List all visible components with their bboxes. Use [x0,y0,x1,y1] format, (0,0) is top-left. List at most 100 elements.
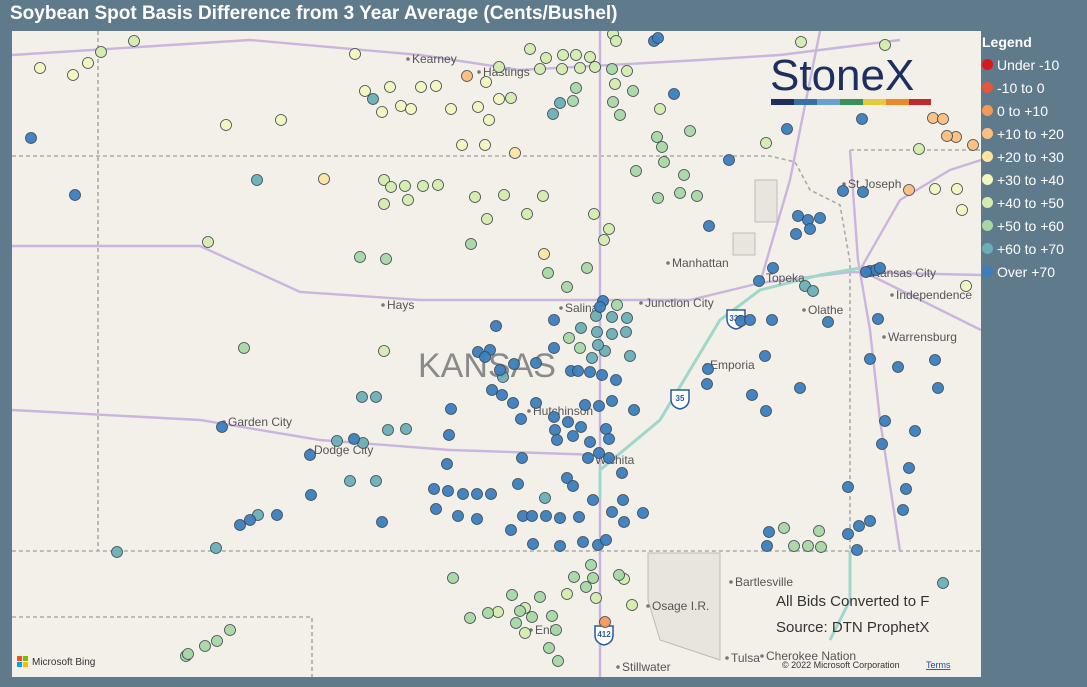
legend-label: Under -10 [997,56,1060,73]
bid-point [479,139,491,151]
bid-point [452,510,464,522]
bid-point [652,192,664,204]
bid-point [584,436,596,448]
bid-point [766,314,778,326]
bid-point [498,189,510,201]
legend-item[interactable]: +40 to +50 [982,188,1087,217]
legend-item[interactable]: 0 to +10 [982,96,1087,125]
legend-item[interactable]: Over +70 [982,257,1087,286]
bid-point [469,191,481,203]
bid-point [781,123,793,135]
bid-point [551,434,563,446]
legend-item[interactable]: -10 to 0 [982,73,1087,102]
bid-point [510,617,522,629]
bid-point [590,592,602,604]
legend-item[interactable]: +30 to +40 [982,165,1087,194]
bid-point [540,510,552,522]
city-dot [616,665,620,669]
bid-point [620,326,632,338]
bid-point [507,397,519,409]
bid-point [415,81,427,93]
bid-point [82,57,94,69]
city-label: Stillwater [622,660,671,674]
bid-point [592,339,604,351]
bid-point [526,510,538,522]
city-label: Topeka [766,271,805,285]
bid-point [479,351,491,363]
city-dot [729,580,733,584]
legend-item[interactable]: +20 to +30 [982,142,1087,171]
legend-item[interactable]: +60 to +70 [982,234,1087,263]
legend-item[interactable]: +50 to +60 [982,211,1087,240]
legend-label: +40 to +50 [997,194,1064,211]
bid-point [574,62,586,74]
bid-point [574,342,586,354]
bid-point [837,185,849,197]
bid-point [652,32,664,44]
bid-point [570,82,582,94]
bid-point [941,130,953,142]
bing-logo: Microsoft Bing [17,656,95,668]
city-label: Olathe [808,303,844,317]
bid-point [456,139,468,151]
bid-point [600,423,612,435]
bid-point [573,511,585,523]
terms-link[interactable]: Terms [926,660,951,670]
bid-point [668,88,680,100]
bid-point [359,85,371,97]
bid-point [654,103,666,115]
bid-point [606,311,618,323]
bid-point [929,183,941,195]
city-dot [381,303,385,307]
bid-point [382,424,394,436]
bid-point [744,314,756,326]
bid-point [593,400,605,412]
bid-point [69,189,81,201]
city-dot [890,293,894,297]
bid-point [251,174,263,186]
bid-point [539,492,551,504]
bid-point [367,93,379,105]
bid-point [587,572,599,584]
bid-point [897,504,909,516]
bid-point [960,280,972,292]
bid-point [585,559,597,571]
bid-point [637,507,649,519]
bid-point [348,433,360,445]
legend-swatch [982,151,993,162]
bid-point [554,97,566,109]
city-label: Warrensburg [888,330,957,344]
bid-point [538,248,550,260]
bid-point [95,46,107,58]
bid-point [271,509,283,521]
bid-point [607,96,619,108]
legend-item[interactable]: Under -10 [982,50,1087,79]
legend-title: Legend [982,34,1032,50]
bid-point [951,183,963,195]
bid-point [723,154,735,166]
legend-item[interactable]: +10 to +20 [982,119,1087,148]
bid-point [864,515,876,527]
city-label: Kansas City [872,266,936,280]
bid-point [527,538,539,550]
bid-point [561,281,573,293]
legend-swatch [982,220,993,231]
bid-point [304,449,316,461]
bid-point [606,63,618,75]
bid-point [378,198,390,210]
bid-point [548,314,560,326]
bid-point [542,267,554,279]
bid-point [395,100,407,112]
bid-point [354,251,366,263]
bid-point [903,184,915,196]
bid-point [857,186,869,198]
bid-point [486,384,498,396]
bid-point [575,322,587,334]
state-borders [12,31,981,677]
city-dot [725,656,729,660]
city-dot [527,409,531,413]
bid-point [584,366,596,378]
bid-point [275,114,287,126]
bid-point [580,581,592,593]
